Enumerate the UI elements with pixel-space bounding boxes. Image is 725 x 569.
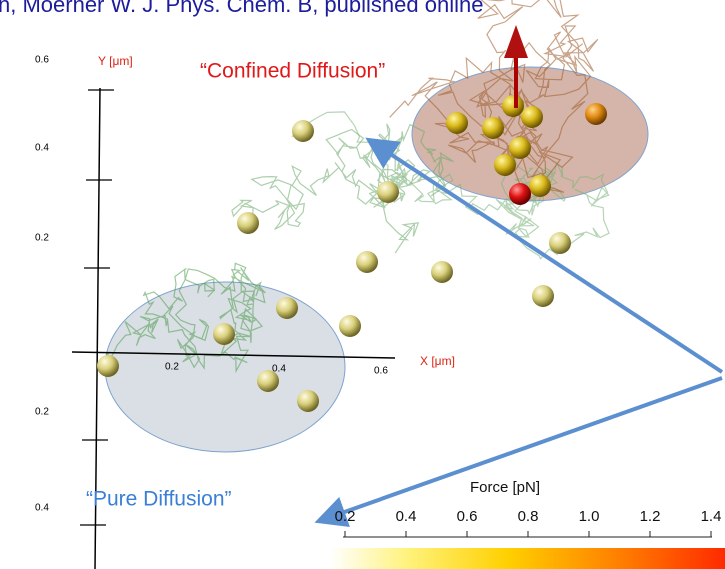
pure-label: “Pure Diffusion” [86,488,232,511]
particle [356,251,378,273]
colorbar-tick-label: 0.6 [457,508,478,525]
confined-label: “Confined Diffusion” [200,60,385,83]
y-tick-label: 0.6 [35,55,49,66]
pure-region [105,282,345,452]
citation: n, Moerner W. J. Phys. Chem. B, publishe… [0,0,483,17]
particle [532,285,554,307]
y-tick-label: 0.2 [35,233,49,244]
colorbar-title: Force [pN] [470,479,540,496]
y-tick-label: 0.2 [35,407,49,418]
particle [377,181,399,203]
y-tick-label: 0.4 [35,143,49,154]
particle [482,117,504,139]
particle [529,175,551,197]
colorbar-tick-label: 1.4 [701,508,722,525]
particle [585,103,607,125]
colorbar-tick-label: 0.2 [335,508,356,525]
particle [339,315,361,337]
pointer-arrow [322,378,722,520]
particle [494,154,516,176]
particle [521,106,543,128]
colorbar [330,548,725,569]
particle [276,297,298,319]
figure: n, Moerner W. J. Phys. Chem. B, publishe… [0,0,725,569]
particle [292,120,314,142]
particle [257,370,279,392]
particle [431,261,453,283]
x-axis-label: X [μm] [420,354,455,368]
particle [502,95,524,117]
colorbar-tick-label: 0.8 [518,508,539,525]
particle [297,390,319,412]
particle [97,355,119,377]
y-tick-label: 0.4 [35,503,49,514]
confined-region [412,67,648,201]
colorbar-tick-label: 0.4 [396,508,417,525]
particle [509,183,531,205]
particle [213,323,235,345]
colorbar-tick-label: 1.0 [579,508,600,525]
particle [237,212,259,234]
x-tick-label: 0.6 [374,366,388,377]
particle [509,137,531,159]
colorbar-ticks: 0.2 0.4 0.6 0.8 1.0 1.2 1.4 [335,508,722,537]
particle [446,112,468,134]
colorbar-tick-label: 1.2 [640,508,661,525]
particle [549,232,571,254]
x-tick-label: 0.2 [165,362,179,373]
y-axis-label: Y [μm] [98,54,133,68]
force-arrow-head [504,25,528,58]
